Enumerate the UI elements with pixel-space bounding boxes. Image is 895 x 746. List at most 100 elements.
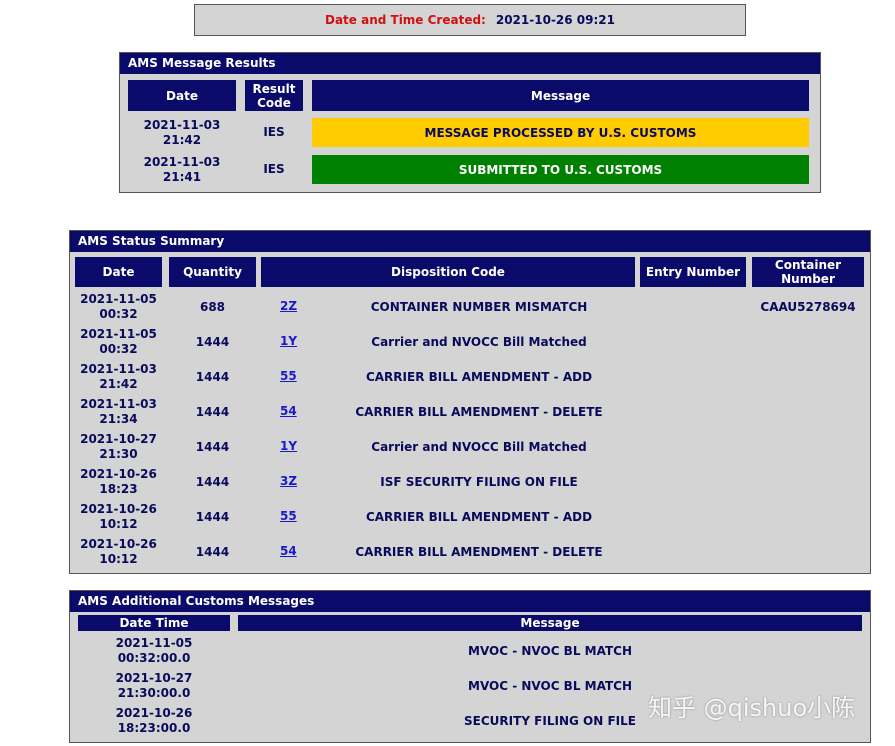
date: 2021-10-26 bbox=[115, 706, 193, 720]
container-number bbox=[752, 431, 864, 463]
quantity: 1444 bbox=[195, 509, 230, 524]
disposition-code-link[interactable]: 1Y bbox=[280, 439, 298, 453]
time: 00:32 bbox=[99, 307, 138, 321]
entry-number bbox=[640, 396, 746, 428]
time: 18:23:00.0 bbox=[117, 721, 191, 735]
quantity: 1444 bbox=[195, 334, 230, 349]
column-header: Entry Number bbox=[640, 257, 746, 287]
status-date: 2021-10-26 10:12 bbox=[75, 501, 162, 533]
container-number bbox=[752, 361, 864, 393]
status-summary: AMS Status Summary bbox=[69, 230, 871, 574]
column-header: Message bbox=[312, 80, 809, 111]
created-label: Date and Time Created: bbox=[324, 13, 486, 27]
disposition-code-link[interactable]: 55 bbox=[280, 509, 297, 523]
container-number bbox=[752, 501, 864, 533]
date: 2021-11-05 bbox=[115, 636, 193, 650]
status-date: 2021-10-26 18:23 bbox=[75, 466, 162, 498]
result-message-bar: SUBMITTED TO U.S. CUSTOMS bbox=[312, 155, 809, 184]
time: 00:32:00.0 bbox=[117, 651, 191, 665]
disposition-description: Carrier and NVOCC Bill Matched bbox=[371, 439, 587, 454]
time: 18:23 bbox=[99, 482, 138, 496]
entry-number bbox=[640, 536, 746, 568]
time: 10:12 bbox=[99, 517, 138, 531]
status-date: 2021-11-05 00:32 bbox=[75, 291, 162, 323]
result-code: IES bbox=[263, 162, 285, 176]
time: 21:42 bbox=[99, 377, 138, 391]
container-number bbox=[752, 326, 864, 358]
message-datetime: 2021-10-26 18:23:00.0 bbox=[78, 705, 230, 737]
customs-message: MVOC - NVOC BL MATCH bbox=[468, 678, 632, 693]
disposition-description: CONTAINER NUMBER MISMATCH bbox=[370, 299, 588, 314]
disposition-code-link[interactable]: 54 bbox=[280, 544, 297, 558]
container-number: CAAU5278694 bbox=[760, 299, 856, 314]
column-header: Quantity bbox=[169, 257, 256, 287]
section-title: AMS Status Summary bbox=[70, 231, 870, 252]
disposition-description: CARRIER BILL AMENDMENT - ADD bbox=[365, 369, 593, 384]
date: 2021-10-26 bbox=[80, 537, 157, 551]
container-number bbox=[752, 536, 864, 568]
quantity: 1444 bbox=[195, 544, 230, 559]
time: 21:34 bbox=[99, 412, 138, 426]
date: 2021-11-05 bbox=[80, 327, 157, 341]
status-date: 2021-11-03 21:42 bbox=[75, 361, 162, 393]
disposition-description: CARRIER BILL AMENDMENT - ADD bbox=[365, 509, 593, 524]
column-header: Date Time bbox=[78, 615, 230, 631]
disposition-description: CARRIER BILL AMENDMENT - DELETE bbox=[355, 544, 603, 559]
quantity: 688 bbox=[199, 299, 226, 314]
created-value: 2021-10-26 09:21 bbox=[495, 13, 615, 27]
disposition-code-link[interactable]: 55 bbox=[280, 369, 297, 383]
disposition-code-link[interactable]: 2Z bbox=[280, 299, 298, 313]
time: 00:32 bbox=[99, 342, 138, 356]
column-header: Message bbox=[238, 615, 862, 631]
entry-number bbox=[640, 466, 746, 498]
section-title: AMS Additional Customs Messages bbox=[70, 591, 870, 612]
entry-number bbox=[640, 431, 746, 463]
container-number bbox=[752, 396, 864, 428]
date: 2021-10-26 bbox=[80, 467, 157, 481]
created-box: Date and Time Created: 2021-10-26 09:21 bbox=[194, 4, 746, 36]
time: 21:30 bbox=[99, 447, 138, 461]
date: 2021-10-26 bbox=[80, 502, 157, 516]
container-number bbox=[752, 466, 864, 498]
disposition-code-link[interactable]: 54 bbox=[280, 404, 297, 418]
result-date: 2021-11-03 21:42 bbox=[128, 117, 236, 148]
column-header: Result Code bbox=[245, 80, 303, 111]
disposition-description: Carrier and NVOCC Bill Matched bbox=[371, 334, 587, 349]
date: 2021-11-03 bbox=[80, 397, 157, 411]
result-message-bar: MESSAGE PROCESSED BY U.S. CUSTOMS bbox=[312, 118, 809, 147]
date: 2021-11-03 bbox=[143, 117, 221, 132]
quantity: 1444 bbox=[195, 404, 230, 419]
result-code: IES bbox=[263, 125, 285, 139]
message-datetime: 2021-10-27 21:30:00.0 bbox=[78, 670, 230, 702]
time: 21:42 bbox=[162, 132, 202, 147]
column-header: Container Number bbox=[752, 257, 864, 287]
disposition-description: ISF SECURITY FILING ON FILE bbox=[380, 474, 578, 489]
entry-number bbox=[640, 291, 746, 323]
message-datetime: 2021-11-05 00:32:00.0 bbox=[78, 635, 230, 667]
date: 2021-10-27 bbox=[115, 671, 193, 685]
entry-number bbox=[640, 361, 746, 393]
column-header: Date bbox=[75, 257, 162, 287]
time: 21:41 bbox=[162, 169, 202, 184]
column-header: Disposition Code bbox=[261, 257, 635, 287]
disposition-description: CARRIER BILL AMENDMENT - DELETE bbox=[355, 404, 603, 419]
date: 2021-11-03 bbox=[143, 154, 221, 169]
date: 2021-11-05 bbox=[80, 292, 157, 306]
status-date: 2021-10-26 10:12 bbox=[75, 536, 162, 568]
result-date: 2021-11-03 21:41 bbox=[128, 154, 236, 185]
quantity: 1444 bbox=[195, 474, 230, 489]
disposition-code-link[interactable]: 1Y bbox=[280, 334, 298, 348]
disposition-code-link[interactable]: 3Z bbox=[280, 474, 298, 488]
status-date: 2021-10-27 21:30 bbox=[75, 431, 162, 463]
time: 21:30:00.0 bbox=[117, 686, 191, 700]
customs-message: MVOC - NVOC BL MATCH bbox=[468, 643, 632, 658]
column-header: Date bbox=[128, 80, 236, 111]
watermark: 知乎 @qishuo小陈 bbox=[648, 694, 856, 722]
quantity: 1444 bbox=[195, 439, 230, 454]
status-date: 2021-11-03 21:34 bbox=[75, 396, 162, 428]
date: 2021-11-03 bbox=[80, 362, 157, 376]
quantity: 1444 bbox=[195, 369, 230, 384]
time: 10:12 bbox=[99, 552, 138, 566]
customs-message: SECURITY FILING ON FILE bbox=[464, 713, 636, 728]
section-title: AMS Message Results bbox=[120, 53, 820, 74]
